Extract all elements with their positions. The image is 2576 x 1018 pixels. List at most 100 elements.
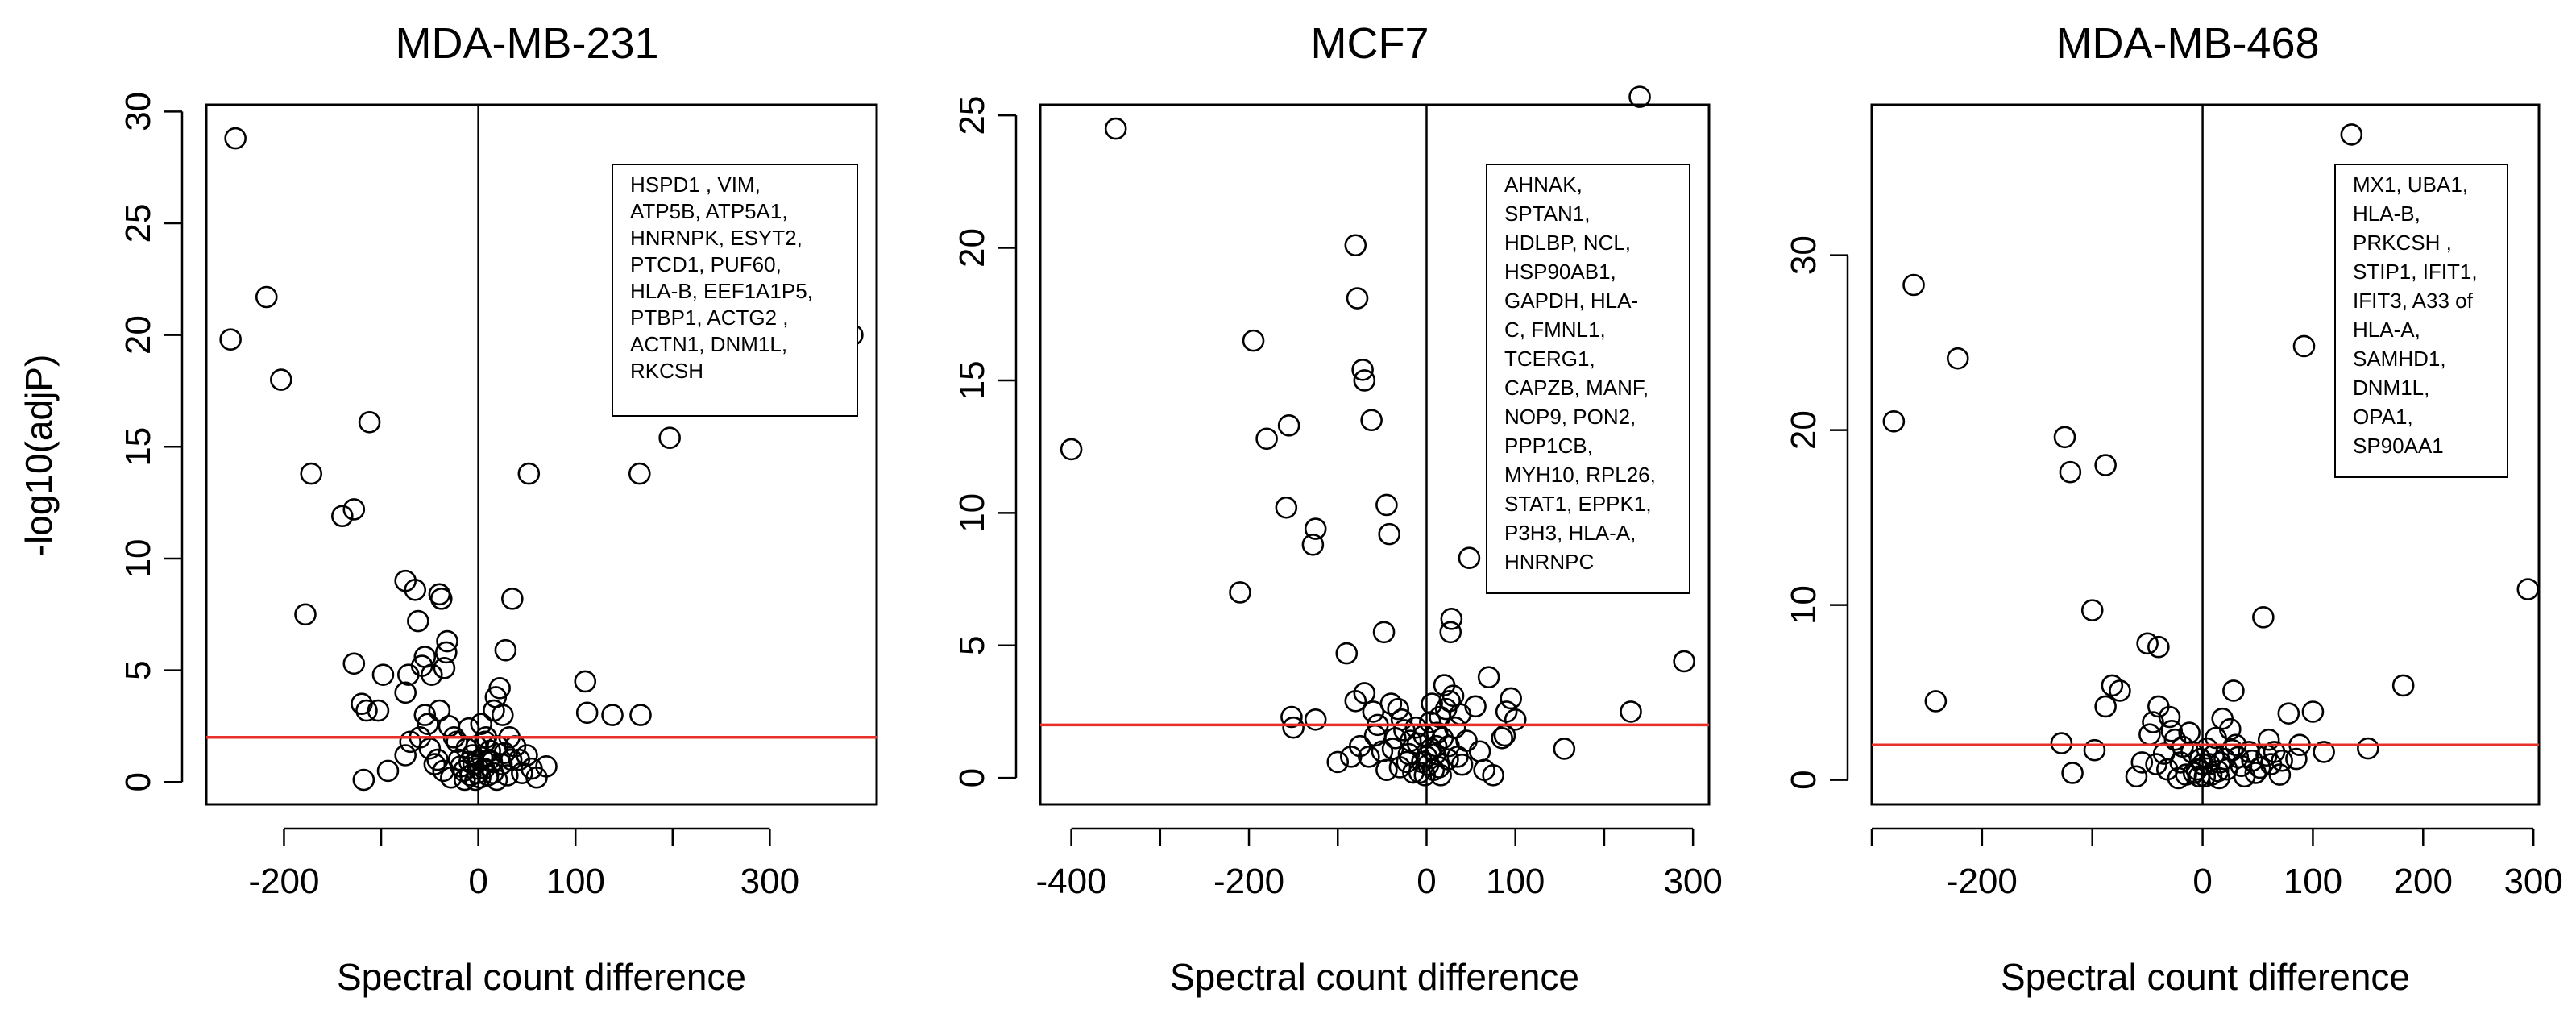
protein-legend: MX1, UBA1, HLA-B, PRKCSH , STIP1, IFIT1, IFI…	[2334, 164, 2508, 478]
data-point	[224, 127, 247, 150]
x-tick-label: -200	[1213, 862, 1284, 901]
legend-line: STAT1, EPPK1,	[1504, 492, 1652, 516]
data-point	[1229, 581, 1251, 604]
data-point	[458, 750, 481, 774]
legend-line: MYH10, RPL26,	[1504, 463, 1656, 487]
data-point	[496, 764, 519, 787]
panel-mda-mb-468: MDA-MB-468 Spectral count difference -20…	[1784, 19, 2563, 998]
data-point	[1399, 729, 1422, 752]
plot-frame	[205, 103, 878, 806]
legend-line: HNRNPK, ESYT2,	[630, 226, 803, 250]
legend-line: ATP5B, ATP5A1,	[630, 199, 788, 223]
data-point	[2313, 741, 2335, 763]
legend-line: P3H3, HLA-A,	[1504, 521, 1636, 545]
data-point	[2147, 635, 2170, 659]
data-point	[1351, 358, 1374, 381]
legend-box	[1486, 164, 1690, 594]
data-point	[1946, 347, 1969, 370]
data-point	[2163, 728, 2187, 751]
legend-line: HNRNPC	[1504, 550, 1594, 574]
data-point	[255, 285, 278, 309]
data-point	[433, 657, 456, 679]
data-point	[1304, 708, 1327, 731]
data-point	[474, 730, 496, 754]
data-point	[438, 715, 461, 738]
plot-frame	[1039, 103, 1711, 806]
data-point	[1404, 716, 1428, 739]
y-tick-label: 20	[1784, 410, 1823, 450]
data-point	[394, 744, 417, 767]
x-axis-label: Spectral count difference	[1170, 956, 1579, 998]
y-tick-label: 0	[118, 772, 158, 792]
data-point	[2182, 762, 2205, 784]
data-point	[376, 759, 400, 783]
data-point	[294, 603, 317, 626]
data-point	[1421, 692, 1443, 715]
legend-line: MX1, UBA1,	[2353, 172, 2468, 197]
data-point	[1495, 700, 1518, 723]
x-tick-label: 0	[1417, 862, 1436, 901]
data-point	[1358, 746, 1380, 768]
panel-mcf7: MCF7 Spectral count difference -400 -200 0…	[952, 19, 1723, 998]
data-point	[1378, 522, 1400, 546]
data-point	[1419, 711, 1441, 733]
y-tick-label: 20	[118, 315, 158, 355]
data-point	[2271, 749, 2293, 772]
data-point	[2172, 735, 2194, 758]
data-point	[2277, 702, 2300, 725]
y-tick-label: 0	[1784, 770, 1823, 789]
data-point	[629, 704, 652, 726]
data-point	[1282, 716, 1305, 739]
y-tick-label: 5	[118, 660, 158, 679]
data-point	[2241, 749, 2263, 772]
data-point	[1553, 738, 1576, 760]
data-point	[371, 663, 395, 686]
data-point	[2136, 632, 2159, 655]
data-point	[2226, 746, 2250, 769]
legend-line: STIP1, IFIT1,	[2353, 260, 2478, 284]
x-tick-label: 100	[1486, 862, 1545, 901]
data-point	[404, 578, 427, 601]
data-point	[355, 699, 378, 722]
data-point	[1455, 729, 1478, 752]
data-point	[2080, 599, 2104, 621]
data-point	[457, 717, 480, 740]
x-tick-label: 300	[2503, 862, 2562, 901]
data-point	[2125, 765, 2148, 788]
data-point	[432, 759, 455, 783]
x-tick-label: 300	[740, 862, 799, 901]
legend-line: GAPDH, HLA-	[1504, 289, 1638, 313]
data-point	[1902, 273, 1925, 297]
data-point	[420, 663, 443, 686]
data-point	[1335, 642, 1359, 665]
data-point	[1277, 414, 1300, 437]
data-point	[1443, 716, 1466, 739]
data-point	[601, 704, 624, 726]
x-tick-label: -200	[248, 862, 319, 901]
data-point	[358, 410, 381, 434]
x-axis-label: Spectral count difference	[337, 956, 746, 998]
data-point	[426, 748, 449, 771]
data-point	[1425, 734, 1448, 758]
x-tick-label: 100	[545, 862, 604, 901]
data-point	[2061, 762, 2084, 784]
data-point	[1620, 700, 1642, 723]
data-point	[407, 609, 429, 633]
data-point	[2142, 711, 2164, 733]
data-point	[413, 704, 437, 726]
legend-line: HLA-B,	[2353, 202, 2420, 226]
data-point	[1375, 758, 1398, 782]
data-point	[2158, 705, 2181, 729]
x-tick-label: 0	[2192, 862, 2212, 901]
data-point	[2301, 700, 2325, 723]
y-tick-label: 0	[952, 768, 992, 787]
data-point	[342, 498, 366, 521]
x-tick-label: 100	[2284, 862, 2342, 901]
data-point	[394, 681, 417, 704]
data-point	[1255, 427, 1278, 451]
data-point	[1450, 753, 1474, 776]
data-point	[219, 328, 242, 351]
y-axis-label: -log10(adjP)	[18, 355, 60, 557]
data-point	[2357, 737, 2379, 760]
x-axis-label: Spectral count difference	[2001, 956, 2410, 998]
